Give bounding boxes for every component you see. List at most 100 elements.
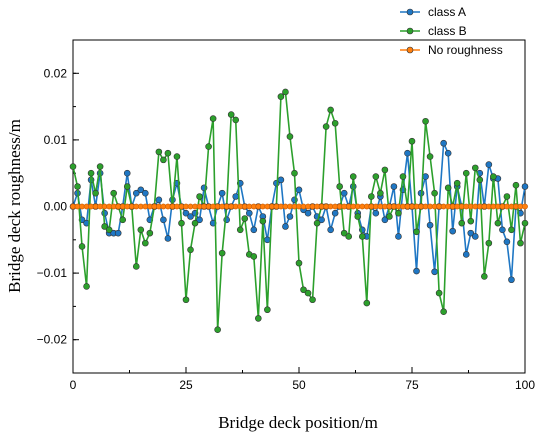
data-point bbox=[92, 189, 99, 197]
data-point bbox=[485, 161, 493, 168]
data-point bbox=[264, 236, 271, 244]
x-tick-label: 25 bbox=[179, 378, 193, 392]
data-point bbox=[227, 111, 235, 118]
legend-label: class A bbox=[428, 5, 466, 19]
data-point bbox=[467, 229, 475, 237]
data-point bbox=[476, 176, 484, 184]
data-point bbox=[178, 219, 185, 227]
data-point bbox=[137, 186, 145, 194]
data-point bbox=[508, 276, 515, 284]
x-tick-label: 75 bbox=[405, 378, 419, 392]
data-point bbox=[277, 176, 285, 184]
data-point bbox=[368, 193, 375, 200]
data-point bbox=[214, 326, 221, 334]
series-no-roughness bbox=[70, 203, 528, 210]
data-point bbox=[503, 193, 511, 200]
data-point bbox=[282, 88, 289, 96]
data-point bbox=[381, 166, 389, 174]
data-point bbox=[349, 173, 357, 180]
data-point bbox=[327, 106, 334, 114]
data-point bbox=[462, 169, 470, 177]
data-point bbox=[304, 209, 312, 217]
data-point bbox=[196, 216, 203, 224]
data-point bbox=[467, 217, 475, 225]
data-point bbox=[187, 213, 194, 220]
data-point bbox=[132, 189, 140, 197]
data-point bbox=[282, 223, 289, 230]
data-point bbox=[205, 143, 212, 150]
data-point bbox=[381, 216, 389, 224]
data-point bbox=[137, 226, 145, 234]
data-point bbox=[336, 183, 343, 190]
data-point bbox=[322, 123, 330, 130]
data-point bbox=[503, 238, 511, 246]
data-point bbox=[291, 169, 298, 177]
data-point bbox=[340, 229, 348, 237]
data-point bbox=[101, 223, 108, 230]
data-point bbox=[440, 139, 447, 147]
x-tick-label: 100 bbox=[515, 378, 535, 392]
data-point bbox=[78, 243, 86, 250]
data-point bbox=[96, 163, 104, 170]
data-point bbox=[236, 226, 244, 234]
series-class-b bbox=[69, 88, 529, 334]
data-point bbox=[101, 209, 108, 217]
legend-swatch-marker bbox=[406, 46, 414, 54]
data-point bbox=[164, 235, 172, 242]
data-point bbox=[440, 308, 447, 316]
data-point bbox=[517, 239, 524, 247]
y-tick-label: 0.00 bbox=[44, 200, 68, 214]
data-point bbox=[426, 221, 434, 229]
data-point bbox=[295, 186, 303, 194]
data-point bbox=[295, 259, 303, 267]
data-point bbox=[142, 189, 149, 197]
data-point bbox=[395, 233, 402, 240]
data-point bbox=[522, 203, 528, 210]
data-point bbox=[485, 239, 493, 247]
data-point bbox=[331, 119, 339, 127]
data-point bbox=[435, 289, 443, 297]
data-point bbox=[494, 219, 502, 227]
data-point bbox=[422, 117, 429, 125]
data-point bbox=[182, 296, 190, 304]
data-point bbox=[160, 156, 167, 164]
y-axis-ticks: −0.02 −0.01 0.00 0.01 0.02 bbox=[37, 66, 79, 347]
data-point bbox=[521, 219, 529, 227]
data-point bbox=[105, 226, 113, 234]
data-point bbox=[110, 189, 117, 197]
y-tick-label: 0.02 bbox=[44, 66, 68, 80]
data-point bbox=[404, 149, 411, 157]
data-point bbox=[413, 267, 420, 275]
data-point bbox=[74, 183, 81, 190]
data-point bbox=[155, 148, 163, 156]
legend-swatch-marker bbox=[406, 27, 414, 35]
data-point bbox=[386, 213, 393, 220]
series-layer bbox=[69, 88, 529, 334]
legend-swatch-marker bbox=[406, 8, 414, 16]
data-point bbox=[431, 268, 438, 276]
data-point bbox=[395, 209, 402, 217]
data-point bbox=[255, 315, 262, 322]
data-point bbox=[508, 226, 515, 234]
x-tick-label: 0 bbox=[70, 378, 77, 392]
data-point bbox=[304, 289, 312, 297]
data-point bbox=[444, 184, 452, 192]
data-point bbox=[259, 217, 267, 225]
data-point bbox=[399, 173, 407, 180]
data-point bbox=[499, 226, 506, 234]
data-point bbox=[250, 253, 258, 260]
data-point bbox=[264, 306, 271, 314]
data-point bbox=[327, 226, 334, 234]
data-point bbox=[83, 283, 90, 290]
data-point bbox=[377, 189, 384, 197]
data-point bbox=[196, 193, 203, 200]
data-point bbox=[218, 249, 226, 257]
data-point bbox=[331, 209, 339, 217]
data-point bbox=[426, 153, 434, 160]
data-point bbox=[142, 239, 149, 247]
data-point bbox=[453, 179, 461, 187]
data-point bbox=[449, 227, 456, 235]
data-point bbox=[119, 216, 127, 224]
y-tick-label: −0.01 bbox=[37, 266, 68, 280]
